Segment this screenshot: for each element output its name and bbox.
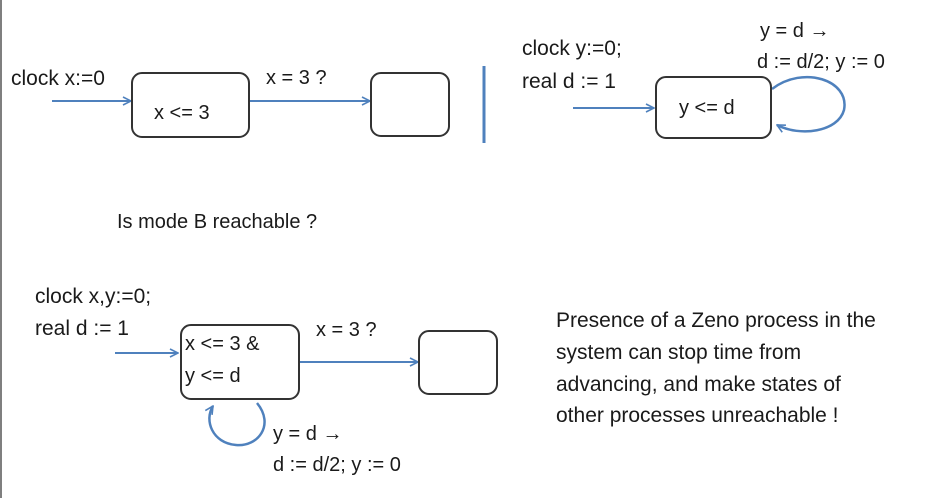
mode-b-box	[370, 72, 450, 137]
loop-reset-bottom: d := d/2; y := 0	[273, 454, 401, 476]
mode-b-box-bottom	[418, 330, 498, 395]
self-loop-bottom	[209, 402, 266, 447]
note-line-3: advancing, and make states of	[556, 373, 841, 396]
decl-real-d-bottom: real d := 1	[35, 317, 129, 340]
zeno-mode-invariant: y <= d	[679, 97, 735, 119]
decl-clock-x: clock x:=0	[11, 67, 105, 90]
mode-a-box	[131, 72, 250, 138]
note-line-2: system can stop time from	[556, 341, 802, 364]
combined-invariant-1: x <= 3 &	[185, 333, 260, 355]
combined-invariant-2: y <= d	[185, 365, 241, 387]
loop-guard-top-right: y = d →	[760, 20, 830, 42]
note-line-1: Presence of a Zeno process in the	[556, 309, 876, 332]
zeno-mode-box	[655, 76, 772, 139]
combined-mode-box	[180, 324, 300, 400]
decl-clock-xy: clock x,y:=0;	[35, 285, 152, 308]
guard-label-top-left: x = 3 ?	[266, 67, 327, 89]
note-line-4: other processes unreachable !	[556, 404, 839, 427]
decl-clock-y: clock y:=0;	[522, 37, 622, 60]
loop-reset-top-right: d := d/2; y := 0	[757, 51, 885, 73]
guard-label-bottom: x = 3 ?	[316, 319, 377, 341]
left-border	[0, 0, 2, 498]
decl-real-d: real d := 1	[522, 70, 616, 93]
loop-guard-bottom: y = d →	[273, 423, 343, 445]
question-text: Is mode B reachable ?	[117, 211, 318, 233]
self-loop-top-right	[771, 75, 846, 131]
mode-a-invariant: x <= 3	[154, 102, 210, 124]
